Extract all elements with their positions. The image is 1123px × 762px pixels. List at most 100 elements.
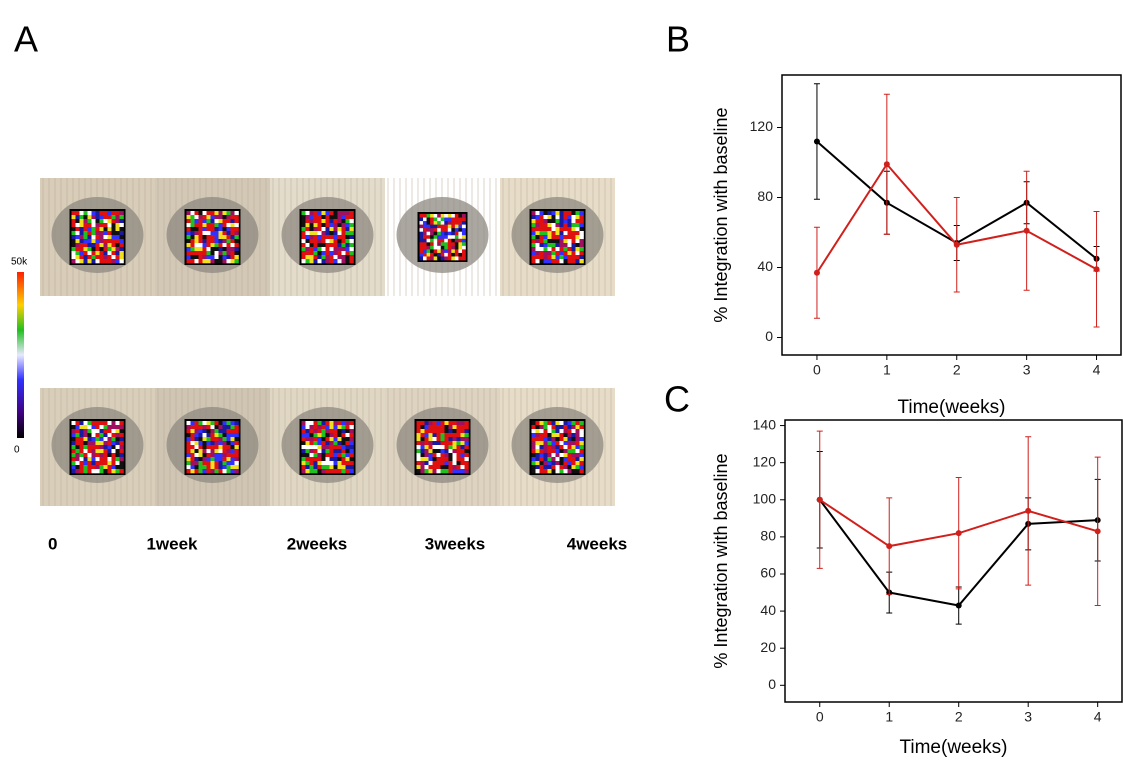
heat-cell <box>543 469 548 474</box>
heat-cell <box>190 239 195 244</box>
heat-cell <box>531 437 536 442</box>
heat-cell <box>99 469 104 474</box>
heat-cell <box>325 227 330 232</box>
heat-cell <box>579 231 584 236</box>
heat-cell <box>99 457 104 462</box>
heat-cell <box>571 465 576 470</box>
heat-cell <box>234 433 239 438</box>
heat-cell <box>535 215 540 220</box>
heat-cell <box>575 227 580 232</box>
heat-cell <box>305 441 310 446</box>
heat-cell <box>579 255 584 260</box>
heat-cell <box>186 445 191 450</box>
heat-cell <box>218 227 223 232</box>
heat-cell <box>301 449 306 454</box>
heat-cell <box>115 211 120 216</box>
heat-cell <box>115 433 120 438</box>
heat-cell <box>198 211 203 216</box>
y-tick-label: 80 <box>757 188 773 204</box>
heat-cell <box>321 255 326 260</box>
heat-cell <box>309 227 314 232</box>
heat-cell <box>206 239 211 244</box>
heat-cell <box>349 429 354 434</box>
heat-cell <box>305 429 310 434</box>
heat-cell <box>461 242 466 247</box>
heat-cell <box>555 239 560 244</box>
heat-cell <box>419 228 424 232</box>
heat-cell <box>423 228 427 232</box>
colorbar-label: 0 <box>14 445 20 456</box>
heat-cell <box>95 461 100 466</box>
heat-cell <box>198 437 203 442</box>
heat-cell <box>301 211 306 216</box>
heat-cell <box>349 239 354 244</box>
heat-cell <box>575 465 580 470</box>
heat-cell <box>317 429 322 434</box>
heat-cell <box>71 421 76 426</box>
heat-cell <box>452 465 457 470</box>
heat-cell <box>111 251 116 256</box>
heat-cell <box>416 461 421 466</box>
heat-cell <box>567 219 572 224</box>
heat-cell <box>440 449 445 454</box>
heat-cell <box>337 251 342 256</box>
heat-cell <box>95 215 100 220</box>
heat-cell <box>111 219 116 224</box>
heat-cell <box>579 235 584 240</box>
heat-cell <box>309 453 314 458</box>
heat-cell <box>575 215 580 220</box>
heat-cell <box>206 429 211 434</box>
data-point <box>955 530 962 537</box>
heat-cell <box>571 215 576 220</box>
heat-cell <box>531 469 536 474</box>
heat-cell <box>424 425 429 430</box>
heat-cell <box>206 465 211 470</box>
heat-cell <box>87 259 92 264</box>
heat-cell <box>115 453 120 458</box>
heat-cell <box>436 421 441 426</box>
heat-cell <box>337 211 342 216</box>
heat-cell <box>416 437 421 442</box>
heat-cell <box>313 445 318 450</box>
heat-cell <box>448 429 453 434</box>
heat-cell <box>230 215 235 220</box>
heat-cell <box>329 453 334 458</box>
plot-frame <box>784 419 1123 703</box>
heat-cell <box>87 235 92 240</box>
heat-cell <box>555 441 560 446</box>
panel-label: A <box>14 19 38 60</box>
heat-cell <box>571 425 576 430</box>
heat-cell <box>535 429 540 434</box>
heat-cell <box>551 465 556 470</box>
heat-cell <box>563 469 568 474</box>
heat-cell <box>563 461 568 466</box>
heat-cell <box>432 449 437 454</box>
heat-cell <box>419 256 424 261</box>
heat-cell <box>329 215 334 220</box>
heat-cell <box>190 469 195 474</box>
heat-cell <box>95 437 100 442</box>
heat-cell <box>535 425 540 430</box>
heat-cell <box>433 256 438 261</box>
heat-cell <box>313 211 318 216</box>
heat-cell <box>329 251 334 256</box>
heat-cell <box>555 449 560 454</box>
heat-cell <box>317 437 322 442</box>
heat-cell <box>547 457 552 462</box>
heat-cell <box>313 243 318 248</box>
heat-cell <box>325 461 330 466</box>
heat-cell <box>567 231 572 236</box>
heat-cell <box>95 445 100 450</box>
heat-cell <box>461 217 466 222</box>
heat-cell <box>317 227 322 232</box>
heat-cell <box>194 425 199 430</box>
heat-cell <box>190 227 195 232</box>
heat-cell <box>428 449 433 454</box>
heat-cell <box>79 235 84 240</box>
heat-cell <box>321 461 326 466</box>
heat-cell <box>444 252 449 257</box>
heat-cell <box>83 247 88 252</box>
heat-cell <box>214 449 219 454</box>
heat-cell <box>432 433 437 438</box>
heat-cell <box>325 223 330 228</box>
